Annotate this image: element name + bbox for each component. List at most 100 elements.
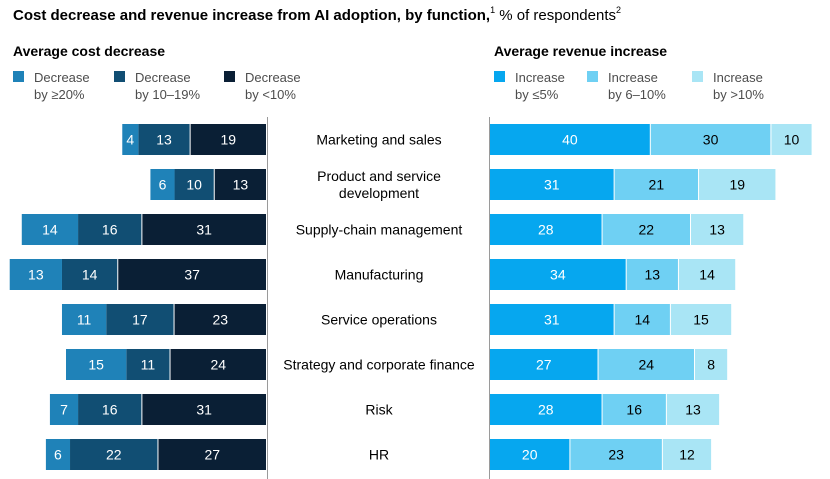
cost-series1-row2-label: 16 — [102, 222, 118, 238]
cost-series0-row4-label: 11 — [77, 312, 92, 328]
category-label-line: development — [339, 185, 419, 201]
cost-series0-row2-label: 14 — [42, 222, 58, 238]
cost-series2-row4-bar — [174, 304, 266, 335]
revenue-series2-row4-bar — [670, 304, 732, 335]
revenue-series0-row5-bar — [490, 349, 598, 380]
chart-title: Cost decrease and revenue increase from … — [13, 5, 622, 25]
revenue-series1-row2-label: 22 — [638, 222, 654, 238]
category-label-row2: Supply-chain management — [296, 222, 463, 238]
category-label-line: Marketing and sales — [316, 132, 441, 148]
category-label-row6: Risk — [365, 402, 393, 418]
revenue-series2-row2-label: 13 — [709, 222, 725, 238]
revenue-series0-row7-label: 20 — [522, 447, 538, 463]
legend-label: Increase — [608, 70, 658, 85]
cost-series0-row4-bar — [61, 304, 107, 335]
cost-series1-row6-label: 16 — [102, 402, 118, 418]
revenue-series1-row7-label: 23 — [608, 447, 624, 463]
revenue-series0-row0-label: 40 — [562, 132, 578, 148]
revenue-series2-row0-label: 10 — [784, 132, 800, 148]
cost-series2-row1-label: 13 — [233, 177, 249, 193]
cost-series1-row1-bar — [174, 169, 214, 200]
revenue-series1-row2-bar — [602, 214, 690, 245]
cost-series2-row6-bar — [142, 394, 266, 425]
revenue-series0-row7-bar — [490, 439, 570, 470]
legend-swatch-cost-lt10 — [224, 71, 235, 82]
cost-series1-row6-bar — [78, 394, 142, 425]
revenue-series2-row5-bar — [695, 349, 728, 380]
revenue-series2-row4-label: 15 — [693, 312, 709, 328]
revenue-series1-row3-bar — [626, 259, 678, 290]
revenue-series1-row3-label: 13 — [645, 267, 661, 283]
revenue-series1-row0-bar — [650, 124, 771, 155]
revenue-series2-row6-label: 13 — [685, 402, 701, 418]
category-label-row4: Service operations — [321, 312, 437, 328]
category-label-row1: Product and service development — [317, 168, 441, 201]
revenue-series1-row1-bar — [614, 169, 699, 200]
cost-series1-row0-bar — [138, 124, 190, 155]
revenue-series0-row4-label: 31 — [544, 312, 560, 328]
cost-series0-row3-bar — [9, 259, 62, 290]
category-label-line: Product and service — [317, 168, 441, 184]
chart-title-unit: % of respondents — [495, 7, 616, 24]
cost-series0-row6-bar — [49, 394, 79, 425]
category-label-row7: HR — [369, 447, 389, 463]
revenue-series1-row6-label: 16 — [626, 402, 642, 418]
revenue-series2-row6-bar — [666, 394, 720, 425]
cost-series2-row4-label: 23 — [212, 312, 228, 328]
cost-series1-row2-bar — [78, 214, 142, 245]
revenue-series2-row3-bar — [678, 259, 736, 290]
cost-series2-row5-bar — [170, 349, 266, 380]
chart-title-main: Cost decrease and revenue increase from … — [13, 7, 491, 24]
revenue-series0-row2-bar — [490, 214, 602, 245]
legend-swatch-rev-le5 — [494, 71, 505, 82]
revenue-series2-row5-label: 8 — [707, 357, 715, 373]
cost-series0-row3-label: 13 — [28, 267, 44, 283]
legend-label: Increase — [515, 70, 565, 85]
cost-series1-row0-label: 13 — [156, 132, 172, 148]
cost-series0-row7-bar — [45, 439, 71, 470]
cost-series0-row7-label: 6 — [54, 447, 62, 463]
cost-series2-row7-label: 27 — [204, 447, 220, 463]
cost-series2-row1-bar — [214, 169, 266, 200]
revenue-series2-row7-bar — [662, 439, 712, 470]
revenue-series1-row6-bar — [602, 394, 666, 425]
cost-series1-row3-bar — [61, 259, 118, 290]
revenue-series1-row7-bar — [570, 439, 662, 470]
category-label-line: Supply-chain management — [296, 222, 463, 238]
revenue-series0-row1-label: 31 — [544, 177, 560, 193]
category-label-line: HR — [369, 447, 389, 463]
revenue-series1-row5-bar — [598, 349, 695, 380]
cost-series1-row5-bar — [126, 349, 170, 380]
legend-label: Decrease — [34, 70, 90, 85]
cost-series2-row7-bar — [158, 439, 266, 470]
footnote-marker-2: 2 — [616, 5, 622, 15]
revenue-series1-row5-label: 24 — [638, 357, 654, 373]
cost-series1-row4-bar — [106, 304, 174, 335]
category-label-row0: Marketing and sales — [316, 132, 441, 148]
cost-series1-row1-label: 10 — [186, 177, 202, 193]
revenue-series2-row7-label: 12 — [679, 447, 695, 463]
cost-series1-row7-bar — [70, 439, 158, 470]
cost-series2-row5-label: 24 — [210, 357, 226, 373]
legend-label: by <10% — [245, 87, 296, 102]
cost-panel-title: Average cost decrease — [13, 43, 166, 59]
revenue-series0-row6-label: 28 — [538, 402, 554, 418]
legend-label: by 10–19% — [135, 87, 201, 102]
revenue-series2-row3-label: 14 — [699, 267, 715, 283]
cost-series2-row3-bar — [118, 259, 266, 290]
revenue-series1-row4-bar — [614, 304, 670, 335]
revenue-series0-row3-label: 34 — [550, 267, 566, 283]
cost-series0-row0-label: 4 — [126, 132, 134, 148]
legend-swatch-rev-gt10 — [692, 71, 703, 82]
cost-series0-row1-bar — [150, 169, 175, 200]
cost-series2-row6-label: 31 — [196, 402, 212, 418]
revenue-series0-row6-bar — [490, 394, 602, 425]
revenue-series1-row0-label: 30 — [703, 132, 719, 148]
cost-series2-row0-bar — [190, 124, 266, 155]
revenue-panel-title: Average revenue increase — [494, 43, 668, 59]
cost-series2-row2-label: 31 — [196, 222, 212, 238]
revenue-series0-row5-label: 27 — [536, 357, 552, 373]
footnote-marker-1: 1 — [490, 5, 496, 15]
revenue-series0-row0-bar — [490, 124, 650, 155]
